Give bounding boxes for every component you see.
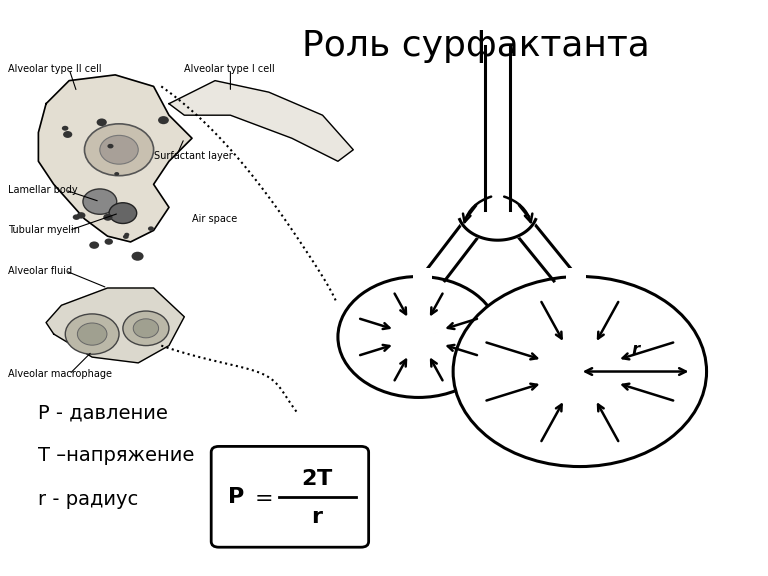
Circle shape [84,124,154,176]
Circle shape [123,311,169,346]
Circle shape [148,226,154,231]
Circle shape [77,212,85,219]
Circle shape [131,252,144,261]
Text: Lamellar body: Lamellar body [8,185,78,195]
Circle shape [100,135,138,164]
Text: $=$: $=$ [250,487,272,507]
Circle shape [104,238,113,245]
Circle shape [123,234,129,239]
Circle shape [158,116,169,124]
Circle shape [78,323,107,345]
Bar [567,268,586,285]
Circle shape [83,189,117,214]
Text: $\mathbf{2T}$: $\mathbf{2T}$ [301,469,333,489]
Circle shape [108,144,114,149]
Text: $\mathbf{r}$: $\mathbf{r}$ [311,507,323,528]
Polygon shape [46,288,184,363]
Text: Air space: Air space [192,214,237,224]
Circle shape [73,214,80,220]
Circle shape [109,203,137,223]
Text: Alveolar fluid: Alveolar fluid [8,266,71,276]
Text: $\mathbf{P}$: $\mathbf{P}$ [227,487,244,507]
Wedge shape [457,210,538,242]
Text: Alveolar macrophage: Alveolar macrophage [8,369,111,380]
Circle shape [63,131,72,138]
Circle shape [89,241,99,249]
Text: Alveolar type II cell: Alveolar type II cell [8,64,101,74]
Bar [413,268,432,285]
Circle shape [124,233,129,237]
Circle shape [103,214,113,221]
Circle shape [62,126,68,131]
Polygon shape [38,75,192,242]
Text: P - давление: P - давление [38,403,168,422]
Text: r - радиус: r - радиус [38,490,139,509]
Circle shape [338,276,499,397]
Circle shape [453,276,707,467]
Circle shape [97,119,107,126]
FancyBboxPatch shape [211,446,369,547]
Circle shape [114,172,119,176]
Circle shape [65,314,119,354]
Text: T –напряжение: T –напряжение [38,446,195,465]
Polygon shape [169,81,353,161]
Text: Tubular myelin: Tubular myelin [8,225,80,236]
Text: Surfactant layer: Surfactant layer [154,150,233,161]
Text: r: r [631,341,640,359]
Circle shape [134,319,159,338]
Text: Alveolar type I cell: Alveolar type I cell [184,64,275,74]
Text: Роль сурфактанта: Роль сурфактанта [303,29,650,63]
